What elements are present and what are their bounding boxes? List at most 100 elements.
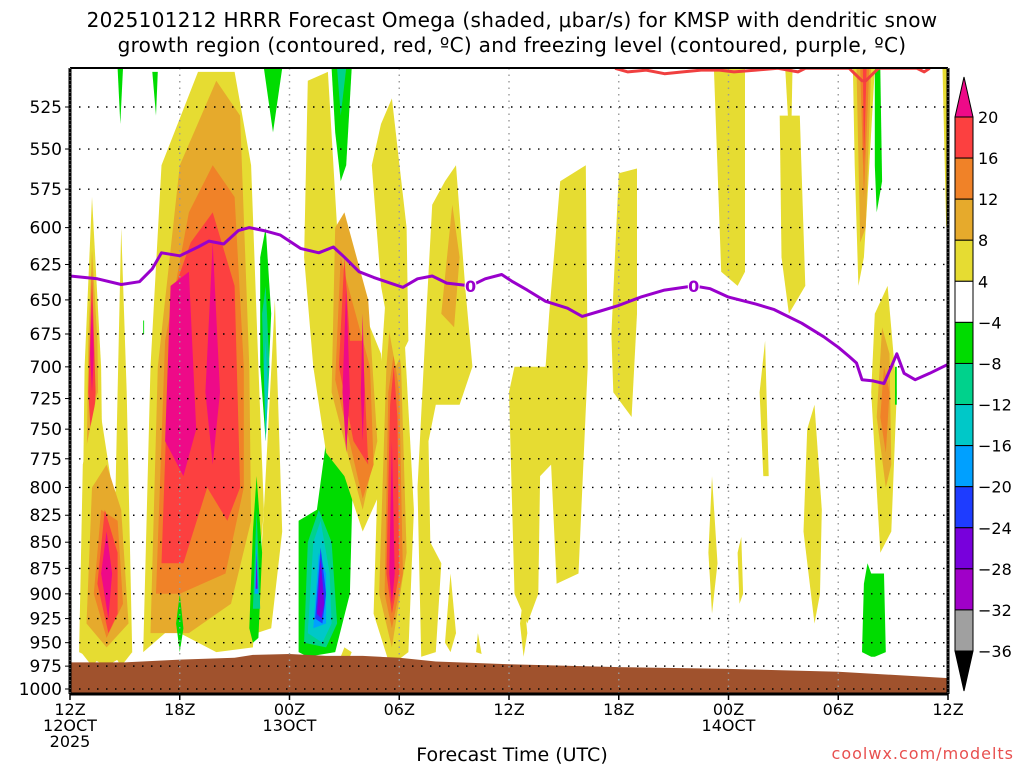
x-tick-label: 12Z (932, 700, 963, 719)
omega-region-_20 (165, 271, 197, 477)
freezing-level-0C-label: 0 (465, 277, 476, 296)
omega-region-4_8 (417, 165, 473, 657)
omega-region-16_20 (862, 68, 867, 166)
y-tick-label: 750 (30, 420, 62, 440)
y-tick-label: 525 (30, 98, 62, 118)
colorbar-box (954, 157, 974, 200)
omega-region-4_8 (803, 404, 822, 624)
omega-shading-layer (79, 68, 948, 667)
colorbar-arrow-bottom (954, 650, 974, 692)
x-axis-title: Forecast Time (UTC) (416, 744, 608, 766)
colorbar-box (954, 239, 974, 282)
omega-region-8_12 (441, 204, 460, 328)
omega-region-_16_12 (263, 340, 268, 442)
x-tick-label: 18Z (164, 700, 195, 719)
dendritic-growth-region-line (614, 68, 931, 83)
colorbar-label: −28 (978, 560, 1012, 579)
colorbar-label: −12 (978, 396, 1012, 415)
colorbar-label: −8 (978, 354, 1002, 373)
chart-title-line-2: growth region (contoured, red, ºC) and f… (117, 33, 907, 57)
colorbar-box (954, 527, 974, 570)
colorbar-label: 8 (978, 231, 988, 250)
omega-region-4_8 (713, 68, 745, 286)
chart-title: 2025101212 HRRR Forecast Omega (shaded, … (0, 8, 1024, 58)
y-tick-label: 550 (30, 140, 62, 160)
y-tick-label: 625 (30, 255, 62, 275)
omega-region-_8_4 (152, 71, 158, 116)
y-tick-label: 650 (30, 291, 62, 311)
x-tick-label: 06Z (823, 700, 854, 719)
omega-region-_8_4 (176, 593, 184, 653)
omega-region-_8_4 (143, 320, 145, 334)
colorbar-box (954, 445, 974, 488)
colorbar-box (954, 280, 974, 323)
omega-region-4_8 (256, 299, 283, 634)
omega-region-_8_4 (331, 68, 352, 182)
x-tick-label: 2025 (50, 732, 91, 751)
y-tick-label: 825 (30, 506, 62, 526)
x-tick-label: 13OCT (263, 716, 317, 735)
colorbar-label: 16 (978, 149, 998, 168)
x-tick-label: 12Z (493, 700, 524, 719)
y-tick-label: 875 (30, 559, 62, 579)
colorbar-box (954, 116, 974, 159)
omega-region-_20 (342, 285, 350, 453)
colorbar-label: −36 (978, 642, 1012, 661)
freezing-level-0C-label-bg (687, 277, 700, 294)
colorbar-box (954, 609, 974, 652)
y-tick-label: 800 (30, 478, 62, 498)
x-tick-label: 18Z (603, 700, 634, 719)
omega-region-4_8 (737, 536, 744, 604)
omega-region-_8_4 (895, 366, 897, 405)
y-tick-label: 950 (30, 634, 62, 654)
y-tick-label: 850 (30, 533, 62, 553)
y-tick-label: 575 (30, 180, 62, 200)
y-tick-label: 1000 (19, 680, 62, 700)
colorbar-label: −16 (978, 437, 1012, 456)
colorbar-box (954, 362, 974, 406)
omega-region-4_8 (476, 633, 482, 654)
omega-region-4_8 (371, 98, 409, 367)
omega-region-_12_8 (337, 68, 347, 116)
omega-region-4_8 (785, 68, 793, 166)
colorbar-label: 4 (978, 272, 988, 291)
colorbar-box (954, 404, 974, 447)
credit-link[interactable]: coolwx.com/modelts (831, 744, 1014, 763)
colorbar-box (954, 486, 974, 529)
x-tick-label: 14OCT (702, 716, 756, 735)
y-tick-label: 700 (30, 358, 62, 378)
omega-region-_20 (90, 299, 94, 393)
omega-region-4_8 (520, 593, 528, 657)
omega-region-4_8 (759, 340, 769, 477)
colorbar-box (954, 198, 974, 241)
omega-region-4_8 (611, 168, 637, 417)
omega-region-_8_4 (874, 68, 883, 213)
x-tick-label: 00Z (274, 700, 305, 719)
omega-region-_8_4 (117, 68, 123, 124)
omega-region-_28_24 (255, 552, 258, 589)
omega-region-_20 (389, 441, 395, 604)
colorbar-label: −20 (978, 478, 1012, 497)
omega-region-4_8 (445, 573, 456, 653)
freezing-level-0C-label: 0 (688, 277, 699, 296)
y-tick-label: 925 (30, 610, 62, 630)
x-tick-label: 12Z (54, 700, 85, 719)
omega-region-12_16 (880, 366, 890, 453)
omega-region-_20 (205, 242, 220, 465)
colorbar-label: 12 (978, 190, 998, 209)
colorbar: 20 16 12 8 4 −4 −8 −12 −16 −20 −24 −28 −32 −36 (954, 76, 1012, 692)
colorbar-label: −4 (978, 313, 1002, 332)
omega-region-_20 (360, 313, 365, 442)
chart-title-line-1: 2025101212 HRRR Forecast Omega (shaded, … (86, 8, 938, 32)
y-tick-label: 775 (30, 450, 62, 470)
colorbar-arrow-top (954, 76, 974, 118)
colorbar-box (954, 321, 974, 364)
x-tick-label: 00Z (713, 700, 744, 719)
freezing-level-0C-label-bg (464, 277, 477, 294)
x-tick-label: 06Z (384, 700, 415, 719)
omega-region-4_8 (779, 115, 806, 314)
omega-region-4_8 (509, 165, 588, 624)
colorbar-label: −32 (978, 601, 1012, 620)
